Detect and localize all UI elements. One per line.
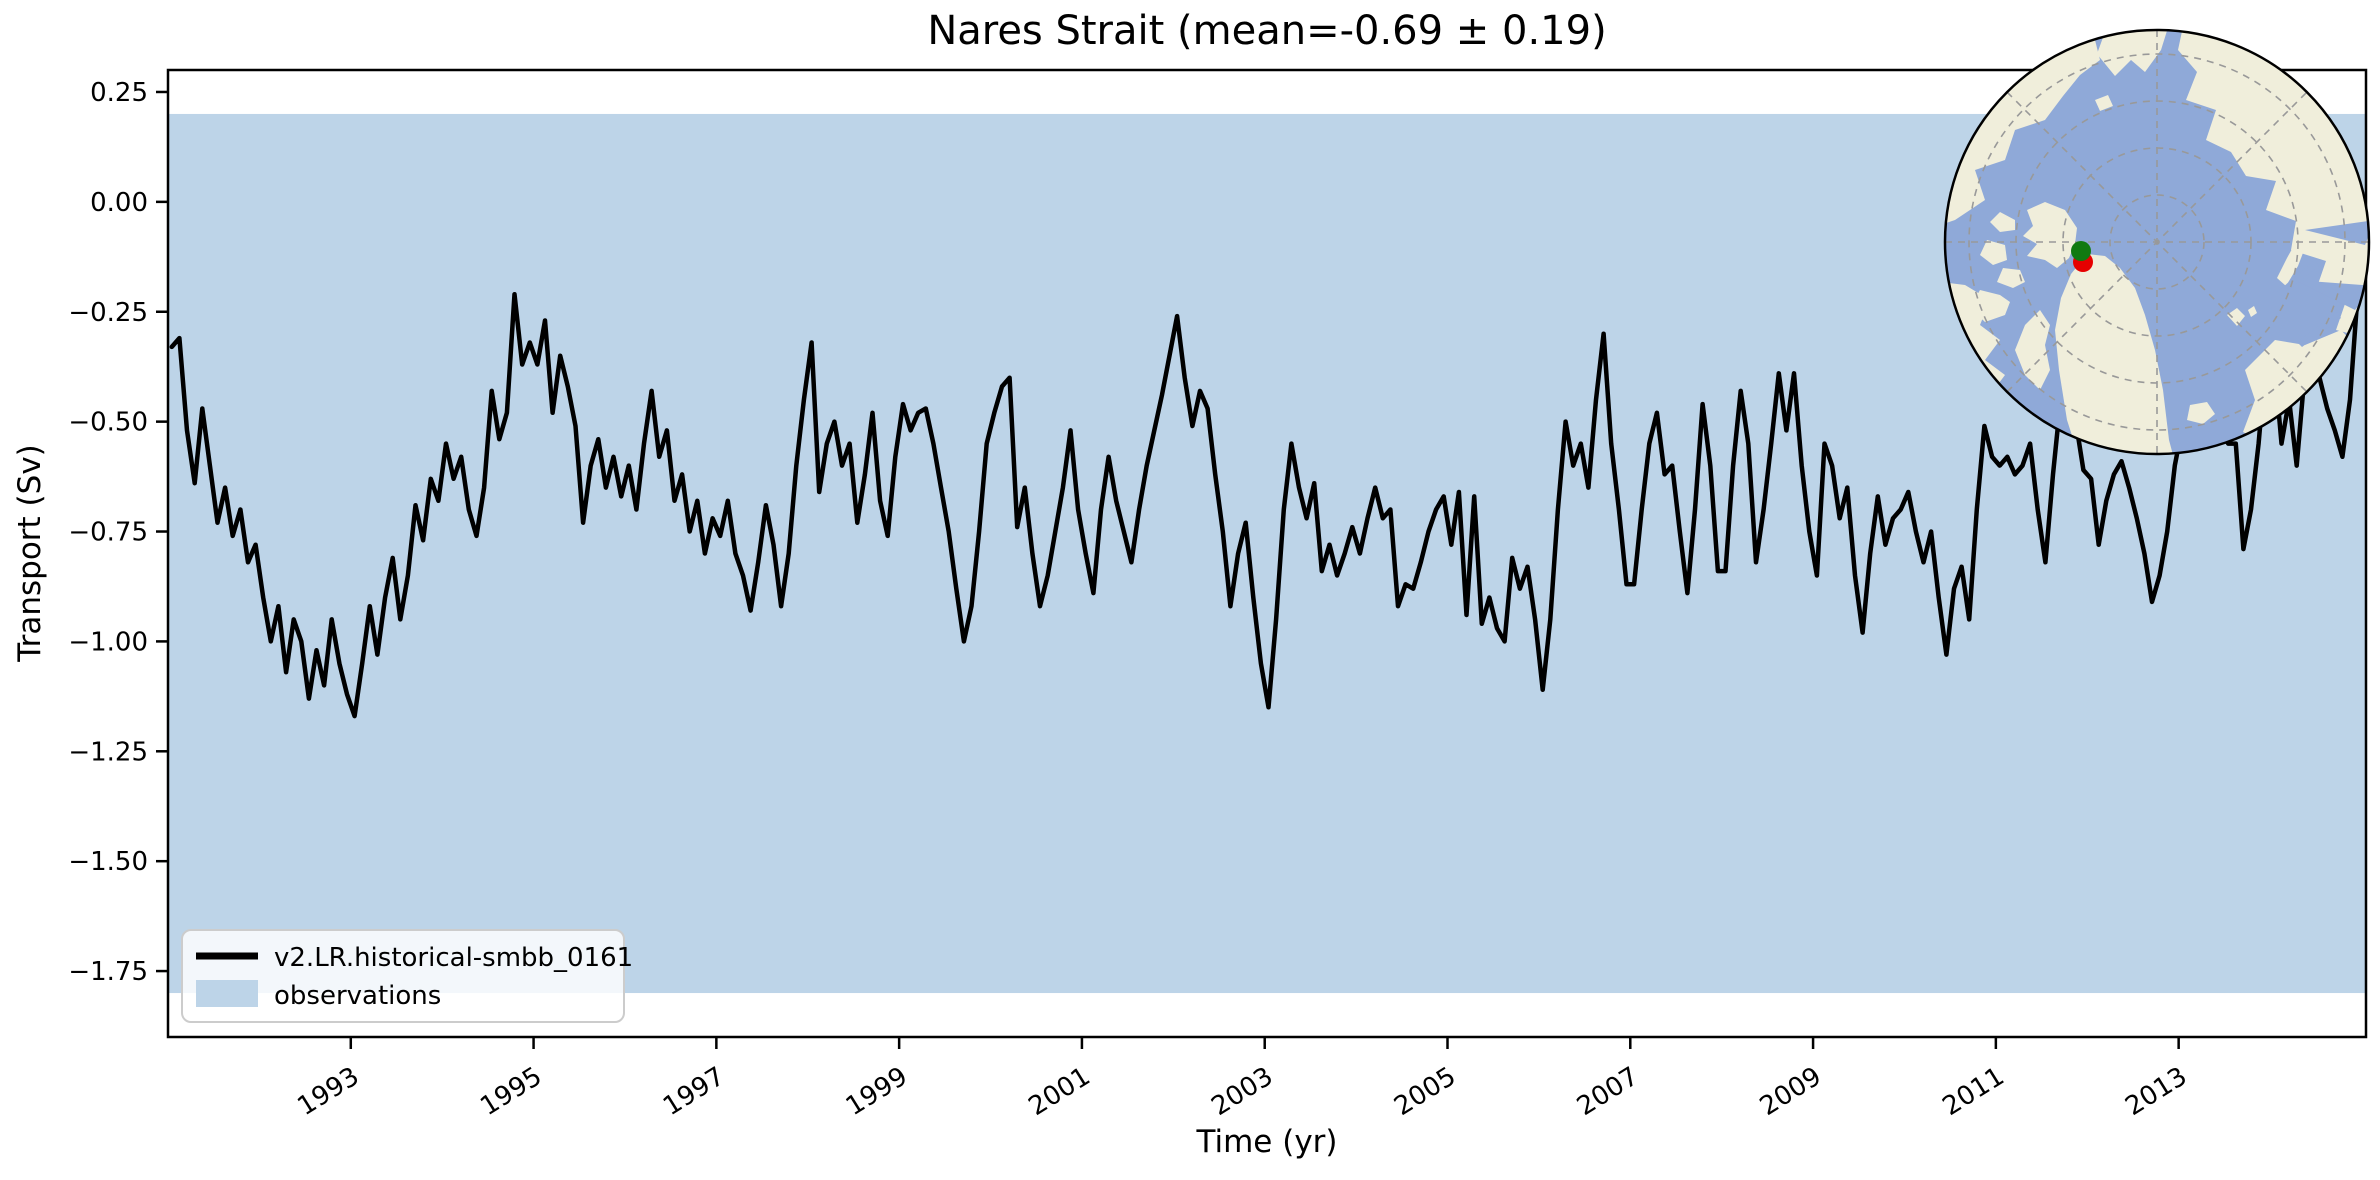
x-tick-label: 1997 [658,1061,730,1122]
map-river-inlets [2277,220,2369,347]
legend-band-swatch [196,980,258,1007]
x-axis-label: Time (yr) [1196,1124,1338,1160]
legend: v2.LR.historical-smbb_0161 observations [181,929,633,1023]
chart-title: Nares Strait (mean=-0.69 ± 0.19) [927,8,1606,54]
model-series-line [169,291,2360,719]
legend-box [181,929,625,1023]
x-tick-label: 2005 [1389,1061,1461,1122]
y-tick-label: −0.75 [68,518,148,548]
legend-series-label: v2.LR.historical-smbb_0161 [274,943,633,973]
y-axis-label: Transport (Sv) [12,444,48,663]
y-tick-label: −1.25 [68,737,148,767]
map-border [1943,28,2371,456]
map-graticule [1945,30,2369,454]
x-tick-label: 2007 [1572,1061,1644,1122]
x-tick-label: 2011 [1938,1061,2010,1122]
legend-band-label: observations [274,981,441,1011]
x-tick-label: 1999 [841,1061,913,1122]
y-tick-label: −1.00 [68,627,148,657]
y-tick-label: −1.75 [68,957,148,987]
x-tick-label: 1993 [292,1061,364,1122]
y-tick-label: −1.50 [68,847,148,877]
x-tick-label: 2013 [2120,1061,2192,1122]
x-tick-label: 2003 [1206,1061,1278,1122]
x-axis-ticks: 1993 1995 1997 1999 2001 2003 2005 2007 2009 2011… [292,1037,2192,1122]
y-tick-label: 0.25 [90,78,148,108]
x-tick-label: 2001 [1024,1061,1096,1122]
plot-border [166,68,2368,1039]
y-tick-label: −0.25 [68,298,148,328]
y-axis-ticks: 0.25 0.00 −0.25 −0.50 −0.75 −1.00 −1.25 −1.50 −1… [68,78,168,987]
y-tick-label: 0.00 [90,188,148,218]
x-tick-label: 2009 [1755,1061,1827,1122]
y-tick-label: −0.50 [68,408,148,438]
strait-marker-green-icon [2071,241,2091,261]
x-tick-label: 1995 [475,1061,547,1122]
